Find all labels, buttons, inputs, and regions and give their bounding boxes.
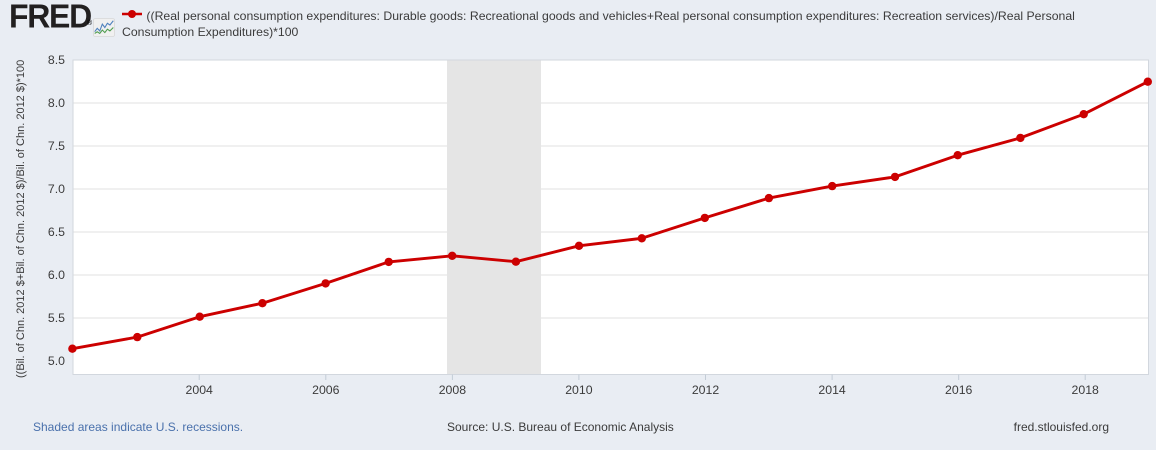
svg-text:2016: 2016	[945, 383, 973, 397]
svg-text:2010: 2010	[565, 383, 593, 397]
svg-text:6.5: 6.5	[48, 225, 65, 239]
svg-text:5.5: 5.5	[48, 311, 65, 325]
svg-text:2014: 2014	[818, 383, 846, 397]
svg-text:2018: 2018	[1072, 383, 1100, 397]
svg-text:2008: 2008	[439, 383, 467, 397]
svg-text:2006: 2006	[312, 383, 340, 397]
svg-text:6.0: 6.0	[48, 268, 65, 282]
svg-text:7.5: 7.5	[48, 139, 65, 153]
svg-text:8.5: 8.5	[48, 53, 65, 67]
svg-text:5.0: 5.0	[48, 354, 65, 368]
svg-text:8.0: 8.0	[48, 96, 65, 110]
svg-text:((Bil. of Chn. 2012 $+Bil. of: ((Bil. of Chn. 2012 $+Bil. of Chn. 2012 …	[15, 60, 27, 378]
svg-text:2012: 2012	[692, 383, 720, 397]
svg-text:2004: 2004	[186, 383, 214, 397]
svg-text:7.0: 7.0	[48, 182, 65, 196]
